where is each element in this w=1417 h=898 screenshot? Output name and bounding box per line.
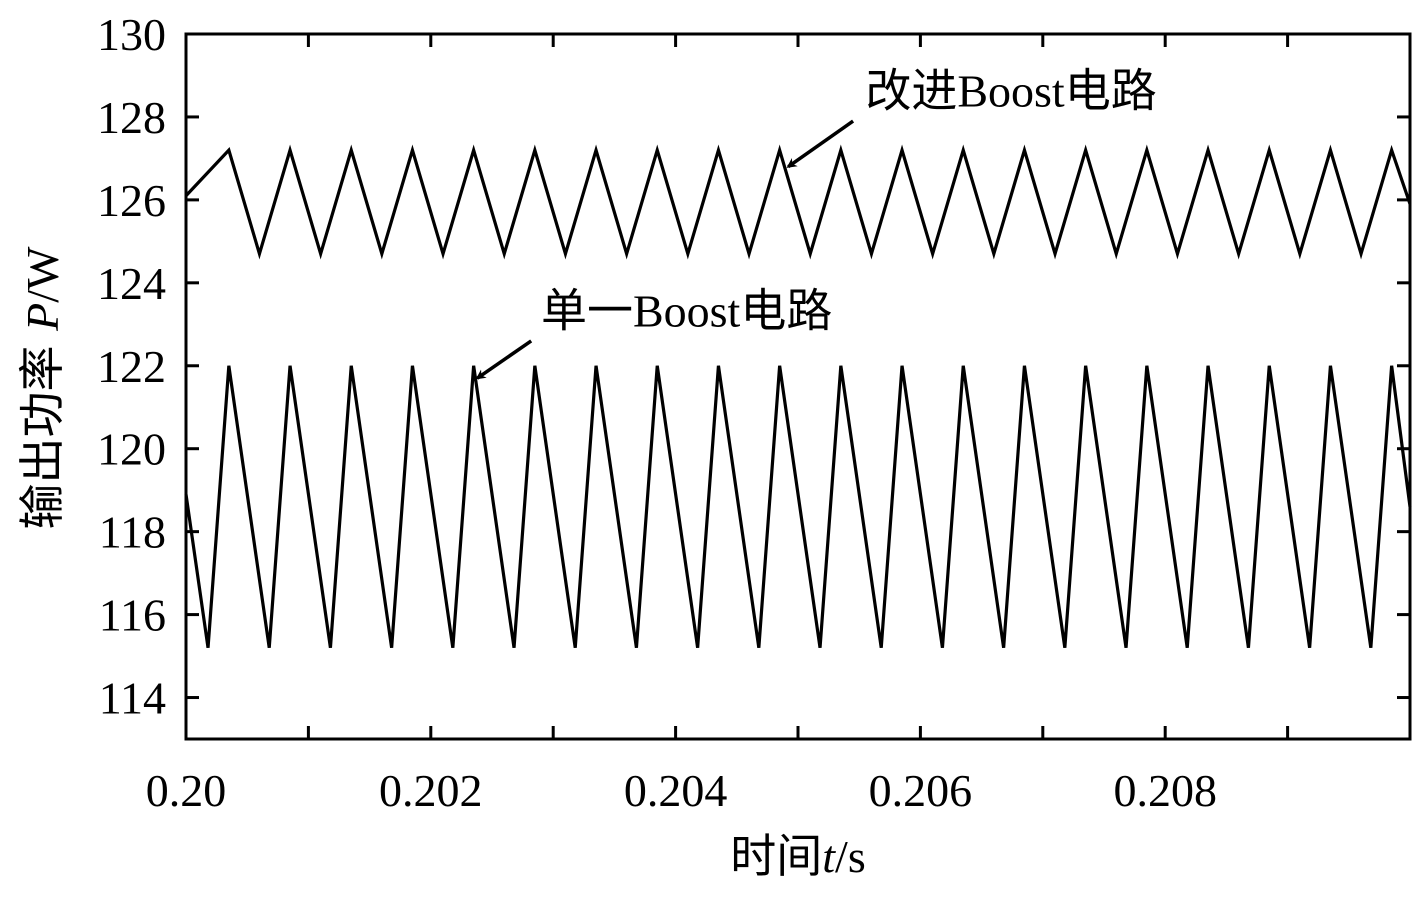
x-tick-label: 0.208 (1113, 765, 1217, 816)
x-tick-label: 0.204 (624, 765, 728, 816)
annotation-improved-label: 改进Boost电路 (865, 64, 1156, 118)
series-improved-boost-line (184, 144, 1412, 260)
annotation-improved-arrow (786, 119, 855, 169)
x-tick-label: 0.202 (379, 765, 483, 816)
y-tick-label: 126 (97, 175, 166, 226)
y-tick-label: 116 (99, 590, 166, 641)
y-axis-label: 输出功率 P/W (15, 246, 69, 530)
y-tick-label: 118 (99, 507, 166, 558)
plot-area (184, 144, 1412, 648)
y-tick-label: 122 (97, 341, 166, 392)
y-tick-label: 120 (97, 424, 166, 475)
series-single-boost-line (184, 365, 1412, 648)
y-tick-label: 124 (97, 258, 166, 309)
x-axis-label: 时间t/s (730, 829, 865, 883)
y-tick-label: 130 (97, 9, 166, 60)
x-tick-label: 0.20 (146, 765, 227, 816)
x-tick-label: 0.206 (869, 765, 973, 816)
annotation-single-label: 单一Boost电路 (541, 283, 832, 337)
plot-frame (184, 32, 1412, 741)
axis-ticks: 114 116 118 120 122 124 126 128 130 0.20 0.202 0.20… (97, 9, 1410, 816)
annotation-single-arrow (475, 339, 533, 380)
y-tick-label: 128 (97, 92, 166, 143)
y-tick-label: 114 (99, 673, 166, 724)
